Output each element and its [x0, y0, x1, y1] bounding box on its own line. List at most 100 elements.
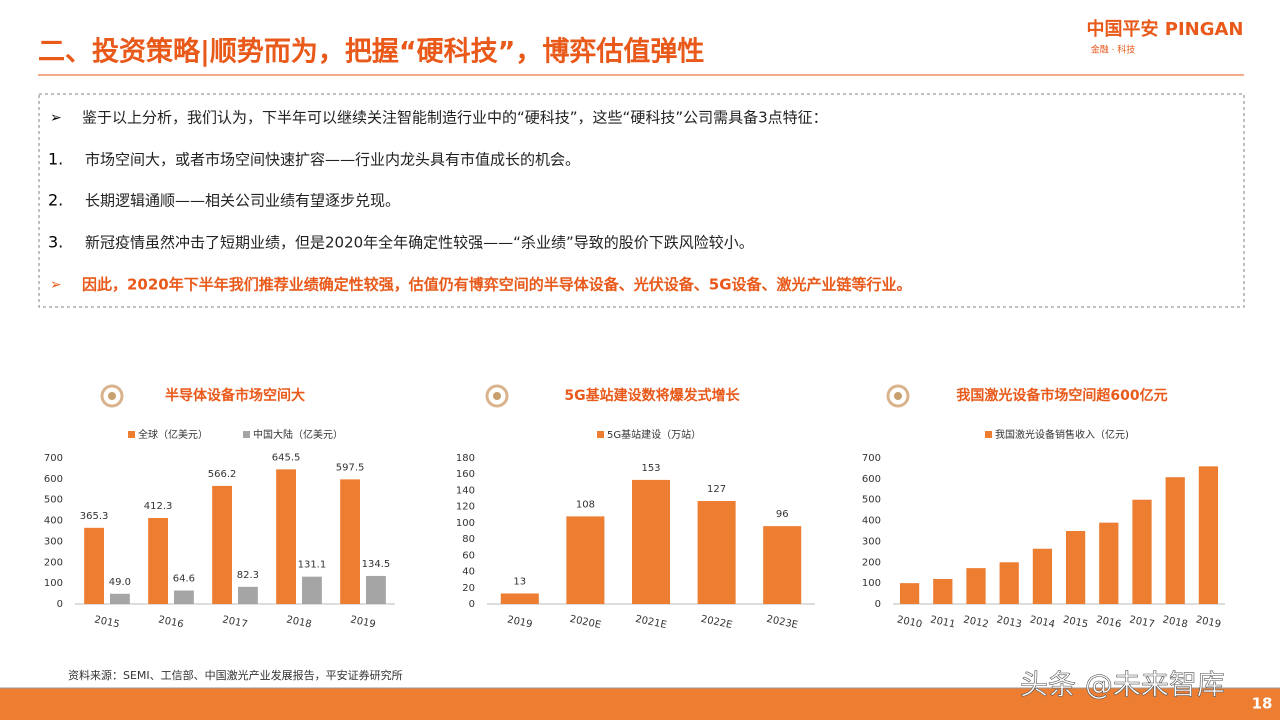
bullet-text: 长期逻辑通顺——相关公司业绩有望逐步兑现。: [85, 192, 400, 210]
x-tick-label: 2011: [929, 614, 956, 630]
y-tick-label: 160: [456, 469, 475, 480]
data-label: 412.3: [144, 501, 173, 512]
bar: [110, 593, 130, 604]
bar: [500, 593, 539, 604]
y-tick-label: 100: [44, 578, 63, 589]
title-icon: [108, 392, 116, 400]
x-tick-label: 2018: [1162, 614, 1189, 630]
y-tick-label: 600: [44, 474, 63, 485]
bar: [1198, 466, 1219, 604]
data-label: 365.3: [80, 511, 109, 522]
bar: [340, 479, 360, 604]
legend-label: 5G基站建设（万站）: [607, 428, 701, 441]
bullet-arrow: ➢: [50, 277, 62, 293]
y-tick-label: 20: [462, 583, 475, 594]
x-tick-label: 2023E: [765, 614, 798, 631]
legend-swatch: [128, 431, 135, 438]
x-tick-label: 2015: [1062, 614, 1089, 630]
y-tick-label: 100: [862, 578, 881, 589]
summary-box: [38, 93, 1245, 308]
x-tick-label: 2012: [962, 614, 989, 630]
y-tick-label: 80: [462, 534, 475, 545]
bullet-text: 新冠疫情虽然冲击了短期业绩，但是2020年全年确定性较强——“杀业绩”导致的股价…: [85, 234, 754, 252]
bar: [1032, 548, 1053, 604]
x-tick-label: 2013: [996, 614, 1023, 630]
logo-sub: 金融 · 科技: [1091, 44, 1136, 56]
y-tick-label: 500: [862, 495, 881, 506]
legend-label: 中国大陆（亿美元）: [253, 428, 343, 441]
data-label: 64.6: [173, 574, 195, 585]
x-tick-label: 2015: [93, 614, 120, 630]
bar: [966, 568, 986, 604]
bullet-marker: 2.: [48, 191, 63, 210]
x-tick-label: 2022E: [700, 614, 733, 631]
bar: [148, 518, 168, 604]
y-tick-label: 300: [862, 536, 881, 547]
bar: [697, 500, 736, 604]
title-icon: [894, 392, 902, 400]
x-tick-label: 2018: [285, 614, 312, 630]
logo: 中国平安 PINGAN: [1087, 18, 1244, 40]
bar: [212, 485, 232, 604]
page-number: 18: [1252, 695, 1273, 713]
y-tick-label: 140: [456, 485, 475, 496]
y-tick-label: 40: [462, 567, 475, 578]
bar: [999, 562, 1019, 604]
data-label: 131.1: [298, 560, 327, 571]
data-label: 13: [513, 576, 526, 587]
chart-title: 5G基站建设数将爆发式增长: [564, 387, 740, 404]
y-tick-label: 100: [456, 518, 475, 529]
bullet-text: 鉴于以上分析，我们认为，下半年可以继续关注智能制造行业中的“硬科技”，这些“硬科…: [82, 109, 828, 127]
bar: [1065, 531, 1086, 604]
bar: [566, 516, 605, 604]
y-tick-label: 400: [44, 516, 63, 527]
bar: [276, 469, 296, 604]
bar: [174, 590, 194, 604]
legend-label: 我国激光设备销售收入（亿元): [995, 428, 1129, 441]
source-note: 资料来源：SEMI、工信部、中国激光产业发展报告，平安证券研究所: [68, 668, 403, 682]
bullet-marker: 3.: [48, 233, 63, 252]
x-tick-label: 2017: [221, 614, 248, 630]
y-tick-label: 400: [862, 516, 881, 527]
bullet-arrow: ➢: [50, 110, 62, 126]
x-tick-label: 2016: [157, 614, 184, 630]
data-label: 49.0: [109, 577, 131, 588]
data-label: 108: [576, 499, 595, 510]
data-label: 134.5: [362, 559, 391, 570]
y-tick-label: 600: [862, 474, 881, 485]
y-tick-label: 700: [44, 453, 63, 464]
data-label: 597.5: [336, 462, 365, 473]
bar: [933, 578, 953, 604]
bar: [366, 575, 386, 604]
bar: [1099, 522, 1119, 604]
legend-label: 全球（亿美元）: [138, 428, 208, 441]
x-tick-label: 2019: [1195, 614, 1222, 630]
bar: [631, 479, 671, 604]
legend-swatch: [597, 431, 604, 438]
bar: [1132, 499, 1152, 604]
watermark: 头条 @未来智库: [1020, 668, 1225, 701]
y-tick-label: 0: [875, 599, 881, 610]
x-tick-label: 2021E: [634, 614, 667, 631]
bar: [763, 526, 802, 604]
x-tick-label: 2017: [1128, 614, 1155, 630]
title-icon: [485, 384, 509, 408]
bullet-text: 市场空间大，或者市场空间快速扩容——行业内龙头具有市值成长的机会。: [85, 151, 580, 169]
bar: [302, 576, 322, 604]
data-label: 82.3: [237, 570, 259, 581]
x-tick-label: 2019: [349, 614, 376, 630]
y-tick-label: 0: [57, 599, 63, 610]
y-tick-label: 0: [469, 599, 475, 610]
data-label: 566.2: [208, 469, 237, 480]
y-tick-label: 500: [44, 495, 63, 506]
title-icon: [100, 384, 124, 408]
bar: [84, 527, 104, 604]
y-tick-label: 200: [44, 557, 63, 568]
bar: [238, 586, 258, 604]
bar: [899, 583, 920, 604]
bullet-text-highlight: 因此，2020年下半年我们推荐业绩确定性较强，估值仍有博弈空间的半导体设备、光伏…: [82, 276, 912, 294]
x-tick-label: 2016: [1095, 614, 1122, 630]
chart-title: 我国激光设备市场空间超600亿元: [956, 387, 1167, 404]
legend-swatch: [243, 431, 250, 438]
